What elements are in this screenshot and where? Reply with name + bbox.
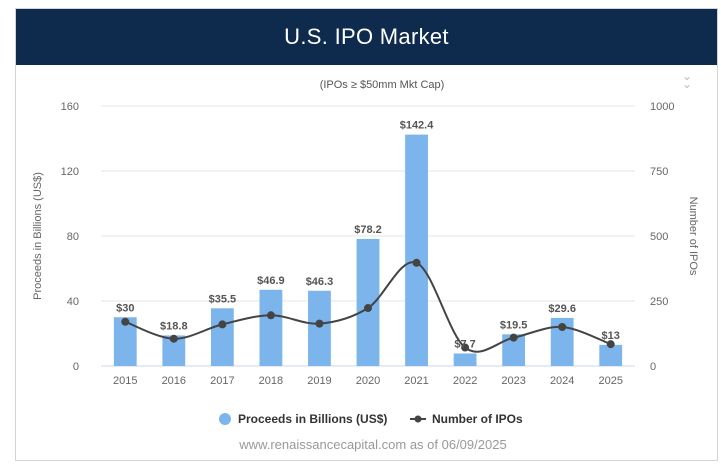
bar bbox=[210, 308, 234, 366]
y-left-tick-label: 40 bbox=[67, 296, 79, 308]
series-line-number-of-ipos bbox=[124, 261, 612, 353]
double-chevron-down-icon[interactable]: ⌄ ⌄ bbox=[681, 69, 693, 91]
legend-marker-number-of-ipos bbox=[414, 415, 422, 423]
x-tick-label: 2017 bbox=[210, 375, 234, 387]
bar-data-label: $30 bbox=[116, 302, 134, 314]
y-left-axis-title: Proceeds in Billions (US$) bbox=[32, 172, 44, 300]
bar-data-label: $13 bbox=[602, 330, 620, 342]
bar bbox=[599, 344, 623, 366]
chart-container: U.S. IPO Market ⌄ ⌄ (IPOs ≥ $50mm Mkt Cap… bbox=[15, 8, 718, 461]
y-left-tick-label: 0 bbox=[73, 361, 79, 373]
bar-data-label: $78.2 bbox=[354, 224, 382, 236]
chart-header: U.S. IPO Market bbox=[16, 9, 717, 65]
chart-title: U.S. IPO Market bbox=[284, 24, 449, 49]
x-tick-label: 2024 bbox=[550, 375, 574, 387]
x-tick-label: 2023 bbox=[501, 375, 525, 387]
line-point bbox=[606, 340, 615, 349]
bar-data-label: $35.5 bbox=[209, 293, 237, 305]
bar-data-label: $29.6 bbox=[548, 303, 576, 315]
bar bbox=[113, 317, 137, 366]
bar-data-label: $142.4 bbox=[400, 120, 435, 132]
y-right-tick-label: 750 bbox=[650, 166, 668, 178]
legend-marker-proceeds bbox=[219, 413, 231, 425]
bar bbox=[405, 134, 428, 366]
line-point bbox=[315, 319, 324, 328]
x-tick-label: 2015 bbox=[113, 375, 137, 387]
line-point bbox=[121, 317, 130, 326]
y-right-tick-label: 250 bbox=[650, 296, 668, 308]
y-left-tick-label: 80 bbox=[67, 231, 79, 243]
y-left-tick-label: 160 bbox=[61, 101, 79, 113]
source-note: www.renaissancecapital.com as of 06/09/2… bbox=[238, 437, 506, 452]
line-point bbox=[558, 323, 567, 331]
chart-subtitle: (IPOs ≥ $50mm Mkt Cap) bbox=[320, 79, 445, 91]
bar-data-label: $19.5 bbox=[500, 319, 528, 331]
y-right-tick-label: 500 bbox=[650, 231, 668, 243]
bar bbox=[308, 290, 331, 366]
x-tick-label: 2019 bbox=[307, 375, 331, 387]
y-left-tick-label: 120 bbox=[61, 166, 79, 178]
bar bbox=[356, 238, 380, 366]
ipo-chart: (IPOs ≥ $50mm Mkt Cap) 0 40 80 120 160 0 250 500… bbox=[32, 79, 699, 452]
bar bbox=[453, 353, 477, 366]
x-tick-label: 2018 bbox=[259, 375, 283, 387]
line-point bbox=[364, 304, 372, 313]
x-tick-label: 2020 bbox=[356, 375, 380, 387]
x-tick-label: 2022 bbox=[453, 375, 477, 387]
bar-data-label: $46.3 bbox=[306, 276, 334, 288]
bar-data-label: $7.7 bbox=[454, 338, 475, 350]
line-point bbox=[218, 320, 227, 329]
legend-label-proceeds: Proceeds in Billions (US$) bbox=[238, 412, 387, 426]
x-tick-label: 2016 bbox=[162, 375, 186, 387]
x-tick-label: 2025 bbox=[598, 375, 622, 387]
line-point bbox=[412, 258, 421, 267]
bar-data-label: $46.9 bbox=[257, 275, 285, 287]
line-point bbox=[266, 311, 275, 320]
bar-data-label: $18.8 bbox=[160, 320, 188, 332]
y-right-axis-title: Number of IPOs bbox=[687, 197, 699, 276]
bar bbox=[162, 335, 186, 366]
line-point bbox=[461, 343, 470, 352]
line-point bbox=[509, 333, 518, 342]
y-right-tick-label: 1000 bbox=[650, 101, 674, 113]
legend-label-number-of-ipos: Number of IPOs bbox=[432, 412, 523, 426]
bar bbox=[259, 289, 283, 366]
y-right-tick-label: 0 bbox=[650, 361, 656, 373]
x-tick-label: 2021 bbox=[404, 375, 428, 387]
line-point bbox=[169, 334, 178, 343]
bar bbox=[502, 334, 526, 366]
bar bbox=[550, 317, 574, 366]
